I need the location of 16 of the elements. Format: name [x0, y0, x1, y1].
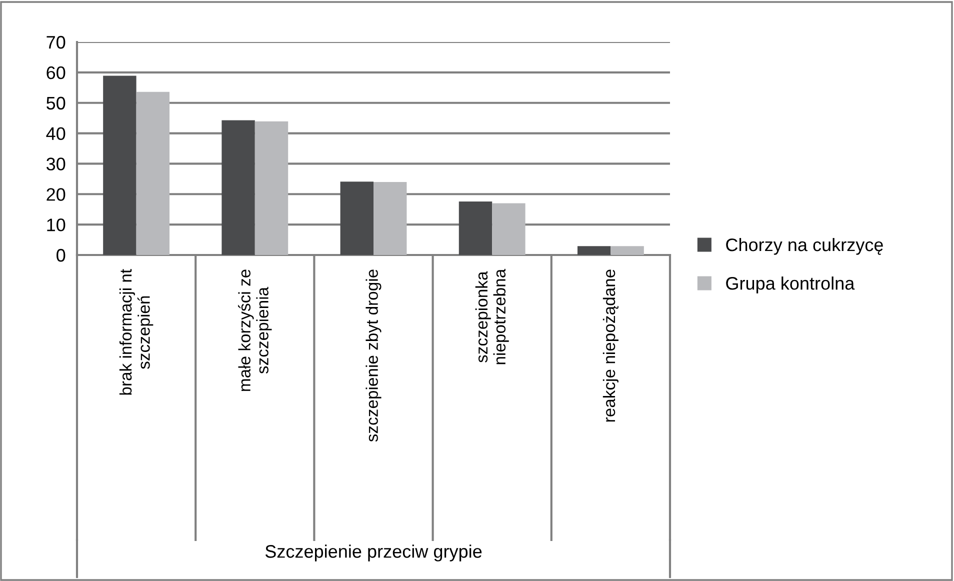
- legend-label: Chorzy na cukrzycę: [726, 238, 883, 255]
- x-tick-label: brak informacji nt szczepień: [119, 269, 154, 395]
- y-tick-label: 10: [47, 218, 66, 232]
- x-tick-label: małe korzyści ze szczepienia: [238, 270, 272, 391]
- y-tick-label: 70: [46, 36, 66, 49]
- y-tick-label: 20: [46, 188, 66, 201]
- text: Szczepienie przeciw grypie: [265, 544, 482, 562]
- x-tick-label: reakcje niepożądane: [602, 270, 618, 422]
- x-tick-label: szczepienie zbyt drogie: [366, 270, 382, 442]
- legend-label: Grupa kontrolna: [726, 276, 855, 294]
- y-tick-label: 50: [46, 96, 66, 110]
- y-tick-label: 60: [46, 66, 66, 80]
- y-tick-label: 0: [56, 248, 66, 262]
- y-tick-label: 40: [46, 127, 66, 140]
- x-tick-label: szczepionka niepotrzebna: [475, 268, 509, 364]
- y-tick-label: 30: [46, 158, 66, 170]
